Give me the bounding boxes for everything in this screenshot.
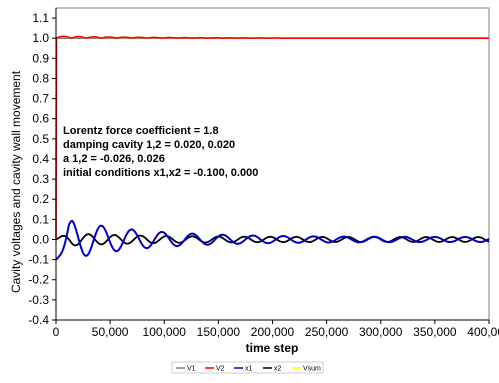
x-tick-label: 250,000 — [305, 325, 349, 339]
y-tick-label: 0.3 — [32, 172, 49, 186]
y-tick-label: 1.0 — [32, 31, 49, 45]
annotation-line: damping cavity 1,2 = 0.020, 0.020 — [63, 139, 235, 151]
y-axis-label: Cavity voltages and cavity wall movement — [9, 70, 23, 293]
y-tick-label: 0.0 — [32, 232, 49, 246]
x-tick-label: 300,000 — [359, 325, 403, 339]
y-tick-label: -0.1 — [28, 253, 49, 267]
y-tick-label: -0.4 — [28, 313, 49, 327]
y-tick-label: 0.9 — [32, 51, 49, 65]
x-tick-label: 150,000 — [197, 325, 241, 339]
annotation-line: a 1,2 = -0.026, 0.026 — [63, 153, 165, 165]
annotation-line: Lorentz force coefficient = 1.8 — [63, 125, 219, 137]
legend-box — [171, 361, 324, 374]
y-tick-label: 0.5 — [32, 132, 49, 146]
series-line-V2 — [55, 35, 489, 240]
plot-area — [55, 7, 490, 321]
x-tick-label: 400,000 — [467, 325, 499, 339]
plot-frame — [55, 7, 490, 321]
legend-label: V2 — [216, 366, 225, 373]
y-tick-label: 0.4 — [32, 152, 49, 166]
annotation-line: initial conditions x1,x2 = -0.100, 0.000 — [63, 167, 258, 179]
legend-label: V1 — [187, 366, 196, 373]
y-tick-label: 0.6 — [32, 112, 49, 126]
legend-label: Vsum — [303, 366, 321, 373]
x-tick-label: 200,000 — [251, 325, 295, 339]
y-tick-label: 0.1 — [32, 212, 49, 226]
x-tick-label: 100,000 — [143, 325, 187, 339]
y-tick-label: 0.8 — [32, 71, 49, 85]
x-tick-label: 0 — [53, 325, 60, 339]
x-tick-label: 350,000 — [413, 325, 457, 339]
series-layer — [55, 35, 490, 261]
legend-label: x2 — [274, 366, 282, 373]
y-tick-label: 1.1 — [32, 11, 49, 25]
legend: V1 V2 x1 x2 Vsum — [171, 361, 324, 374]
x-tick-label: 50,000 — [92, 325, 129, 339]
y-tick-label: -0.2 — [28, 273, 49, 287]
annotation-block: Lorentz force coefficient = 1.8 damping … — [63, 125, 258, 179]
axes: -0.4 -0.3 -0.2 -0.1 0.0 0.1 0.2 0.3 0.4 0.5 0.6 0.7… — [28, 8, 499, 339]
x-axis-label: time step — [246, 341, 299, 355]
y-tick-label: 0.2 — [32, 192, 49, 206]
y-tick-label: -0.3 — [28, 293, 49, 307]
legend-label: x1 — [245, 366, 253, 373]
series-line-x1 — [55, 219, 490, 261]
y-tick-label: 0.7 — [32, 92, 49, 106]
